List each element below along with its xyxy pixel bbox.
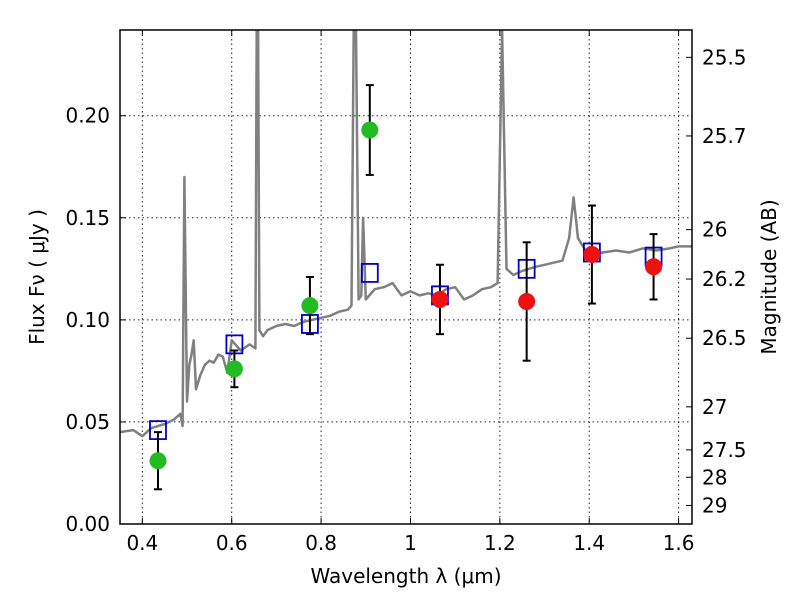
y-tick-label: 0.00 [65, 512, 110, 536]
y-axis-ticks: 0.00 0.05 0.10 0.15 0.20 [65, 104, 126, 536]
x-tick-label: 1.6 [663, 531, 695, 555]
photometry-point [518, 292, 536, 310]
y2-tick-label: 25.7 [702, 124, 747, 148]
data-marks [149, 84, 663, 491]
model-square-point [360, 263, 379, 283]
photometry-point [645, 258, 663, 276]
x-tick-label: 1.4 [573, 531, 605, 555]
y2-axis-ticks: 25.5 25.7 26 26.2 26.5 27 27.5 28 29 [686, 45, 747, 517]
y2-tick-label: 29 [702, 493, 727, 517]
x-axis-label: Wavelength λ (μm) [310, 564, 501, 588]
y-tick-label: 0.15 [65, 206, 110, 230]
y-tick-label: 0.05 [65, 410, 110, 434]
x-tick-label: 0.6 [216, 531, 248, 555]
y2-tick-label: 27.5 [702, 438, 747, 462]
photometry-point [361, 121, 379, 139]
photometry-point [431, 290, 449, 308]
x-tick-label: 0.4 [126, 531, 158, 555]
x-tick-label: 1 [404, 531, 417, 555]
photometry-point [583, 246, 601, 264]
y-tick-label: 0.20 [65, 104, 110, 128]
plot-frame [119, 29, 693, 525]
y2-tick-label: 26 [702, 218, 727, 242]
x-tick-label: 0.8 [305, 531, 337, 555]
photometry-point [301, 297, 319, 315]
y2-tick-label: 28 [702, 465, 727, 489]
y2-tick-label: 26.5 [702, 326, 747, 350]
x-axis-ticks: 0.4 0.6 0.8 1 1.2 1.4 1.6 [126, 30, 695, 555]
y2-axis-label: Magnitude (AB) [757, 199, 781, 354]
y2-tick-label: 25.5 [702, 45, 747, 69]
x-tick-label: 1.2 [484, 531, 516, 555]
photometry-point [225, 360, 243, 378]
sed-curve-layer [120, 30, 692, 438]
y-tick-label: 0.10 [65, 308, 110, 332]
sed-spectrum-line [120, 30, 692, 438]
y2-tick-label: 26.2 [702, 267, 747, 291]
photometry-point [149, 452, 167, 470]
y-axis-label: Flux Fν ( μJy ) [25, 209, 49, 345]
y2-tick-label: 27 [702, 395, 727, 419]
